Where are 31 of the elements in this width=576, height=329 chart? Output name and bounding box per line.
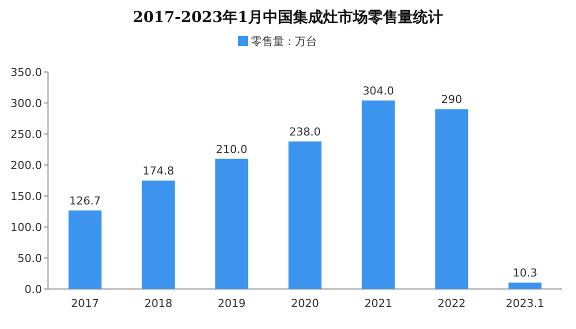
y-tick-label: 150.0 (10, 190, 42, 203)
x-tick-label: 2021 (364, 297, 392, 310)
bar (68, 210, 102, 289)
y-tick-label: 350.0 (10, 66, 42, 79)
y-tick-label: 50.0 (18, 252, 42, 265)
y-tick-label: 300.0 (10, 97, 42, 110)
x-tick-label: 2017 (71, 297, 100, 310)
y-tick-label: 200.0 (10, 159, 42, 172)
x-tick-label: 2023.1 (506, 297, 544, 310)
data-label: 238.0 (289, 125, 321, 138)
y-tick-label: 100.0 (10, 221, 42, 234)
bar (508, 282, 542, 289)
data-label: 174.8 (142, 164, 174, 178)
data-label: 10.3 (512, 266, 538, 280)
y-tick-label: 0.0 (24, 283, 42, 296)
bar (435, 109, 468, 289)
data-label: 290 (441, 93, 462, 106)
x-tick-label: 2018 (144, 297, 172, 310)
bar (362, 100, 395, 289)
legend-label: 零售量：万台 (251, 35, 317, 48)
bar (142, 180, 175, 289)
bar (288, 141, 322, 289)
x-tick-label: 2020 (291, 297, 319, 310)
x-tick-label: 2019 (218, 297, 246, 310)
data-label: 126.7 (69, 194, 101, 208)
bar (215, 158, 248, 289)
x-tick-label: 2022 (438, 297, 466, 310)
y-tick-label: 250.0 (10, 128, 42, 141)
chart-title: 2017-2023年1月中国集成灶市场零售量统计 (132, 8, 444, 26)
data-label: 210.0 (216, 142, 248, 156)
data-label: 304.0 (362, 84, 394, 98)
